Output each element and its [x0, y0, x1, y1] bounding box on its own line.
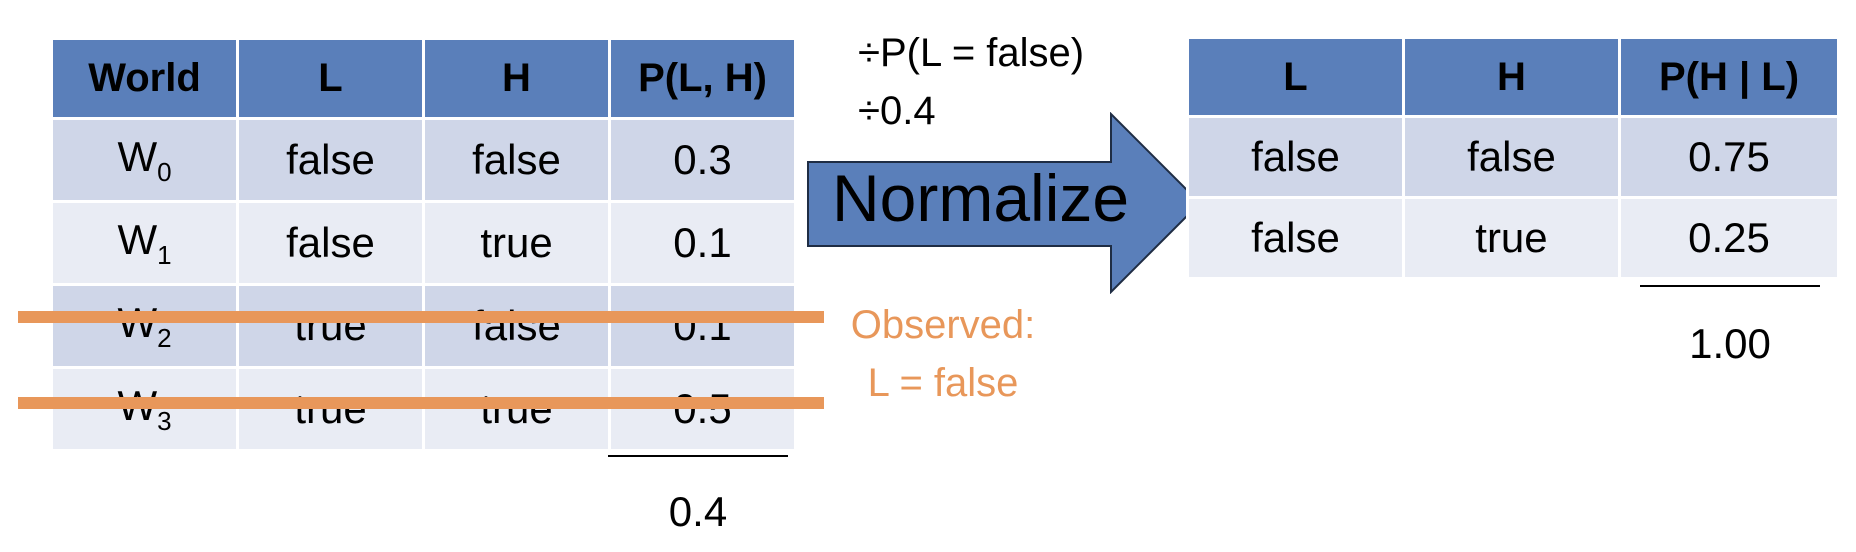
normalize-arrow-icon	[807, 112, 1202, 294]
world-name: W	[117, 215, 158, 263]
world-index: 0	[157, 156, 172, 187]
header-p-conditional: P(H | L)	[1617, 36, 1841, 118]
h-cell: false	[1401, 115, 1621, 199]
world-cell: W3	[50, 366, 239, 452]
table-row: W2 true false 0.1	[50, 283, 797, 369]
l-cell: true	[236, 283, 425, 369]
header-p-joint: P(L, H)	[608, 37, 797, 120]
normalize-label: Normalize	[832, 161, 1130, 235]
p-cell: 0.25	[1617, 196, 1841, 280]
world-cell: W0	[50, 117, 239, 203]
joint-sum-value: 0.4	[668, 488, 728, 535]
l-cell: false	[1186, 115, 1405, 199]
observation-note: Observed: L = false	[838, 296, 1048, 412]
table-row: W0 false false 0.3	[50, 117, 797, 203]
p-cell: 0.1	[608, 283, 797, 369]
h-cell: true	[1401, 196, 1621, 280]
l-cell: true	[236, 366, 425, 452]
table-header-row: L H P(H | L)	[1186, 36, 1841, 118]
table-header-row: World L H P(L, H)	[50, 37, 797, 120]
conditional-probability-table: L H P(H | L) false false 0.75 false true…	[1186, 36, 1841, 280]
l-cell: false	[1186, 196, 1405, 280]
conditional-sum-rule	[1640, 285, 1820, 287]
table-row: false false 0.75	[1186, 115, 1841, 199]
conditional-sum-value: 1.00	[1689, 320, 1771, 367]
arrow-shape	[807, 112, 1202, 294]
p-cell: 0.75	[1617, 115, 1841, 199]
l-cell: false	[236, 200, 425, 286]
l-cell: false	[236, 117, 425, 203]
world-index: 1	[157, 239, 172, 270]
world-cell: W1	[50, 200, 239, 286]
header-h: H	[1401, 36, 1621, 118]
h-cell: false	[422, 283, 611, 369]
divide-by-probability: ÷P(L = false)	[858, 31, 1085, 75]
divide-by-value: ÷0.4	[858, 89, 936, 133]
p-cell: 0.1	[608, 200, 797, 286]
table-row: false true 0.25	[1186, 196, 1841, 280]
header-l: L	[1186, 36, 1405, 118]
header-l: L	[236, 37, 425, 120]
joint-probability-table: World L H P(L, H) W0 false false 0.3 W1 …	[50, 37, 797, 452]
strike-line-row-w2	[18, 311, 824, 323]
world-index: 2	[157, 322, 172, 353]
p-cell: 0.3	[608, 117, 797, 203]
h-cell: true	[422, 200, 611, 286]
header-h: H	[422, 37, 611, 120]
world-index: 3	[157, 405, 172, 436]
p-cell: 0.5	[608, 366, 797, 452]
h-cell: false	[422, 117, 611, 203]
observation-title: Observed:	[850, 303, 1036, 347]
observation-value: L = false	[867, 361, 1019, 405]
world-name: W	[117, 132, 158, 180]
strike-line-row-w3	[18, 397, 824, 409]
table-row: W3 true true 0.5	[50, 366, 797, 452]
world-cell: W2	[50, 283, 239, 369]
joint-sum-rule	[608, 455, 788, 457]
header-world: World	[50, 37, 239, 120]
table-row: W1 false true 0.1	[50, 200, 797, 286]
h-cell: true	[422, 366, 611, 452]
